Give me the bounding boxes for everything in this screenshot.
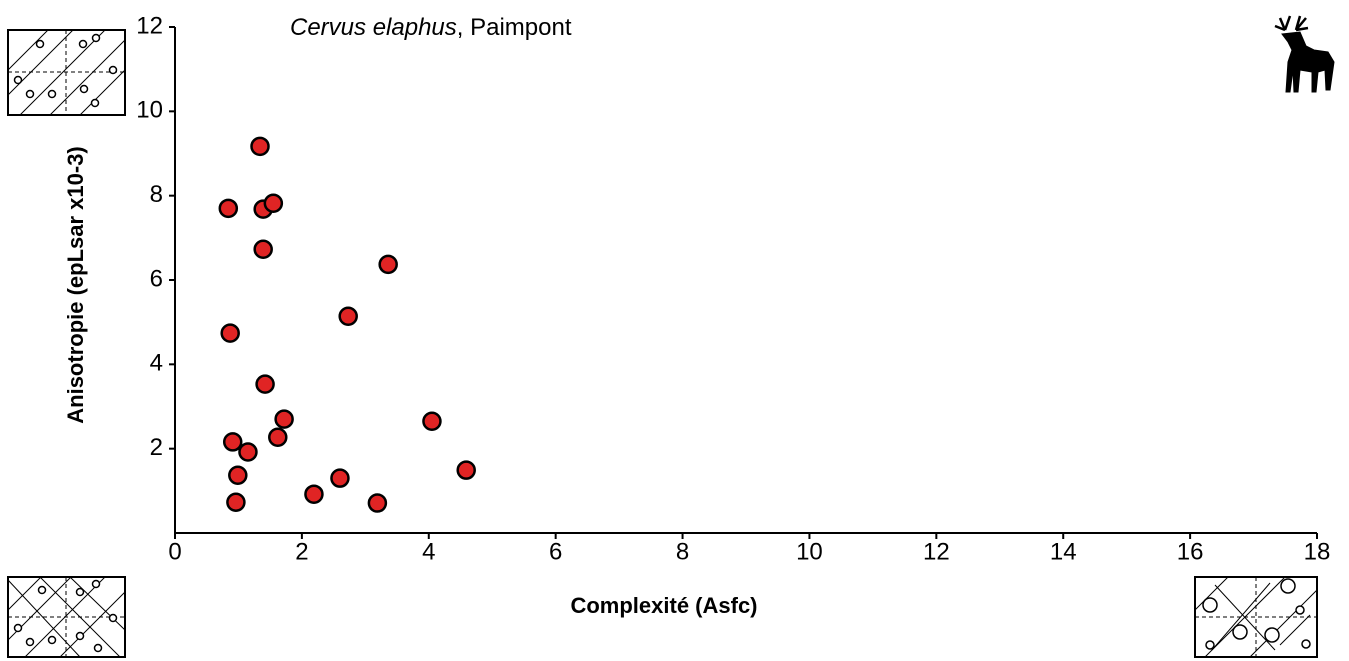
y-tick-label: 6 (150, 265, 163, 292)
chart-title: Cervus elaphus, Paimpont (290, 14, 572, 41)
point (422, 411, 442, 432)
point (226, 492, 246, 512)
x-tick-label: 14 (1050, 538, 1077, 565)
x-tick-label: 12 (923, 538, 950, 565)
title-species: Cervus elaphus (290, 14, 457, 41)
point (220, 323, 240, 343)
point (378, 254, 398, 275)
y-tick-label: 8 (150, 181, 163, 208)
title-place: , Paimpont (457, 14, 572, 41)
point (338, 306, 358, 327)
x-tick-label: 10 (796, 538, 823, 565)
x-tick-label: 16 (1177, 538, 1204, 565)
point (268, 427, 288, 448)
y-tick-label: 4 (150, 350, 163, 377)
deer-icon (1274, 15, 1335, 93)
point (228, 465, 248, 485)
texture-icon (1194, 576, 1318, 658)
y-tick-label: 12 (136, 12, 163, 39)
point (367, 493, 388, 513)
x-axis-label: Complexité (Asfc) (570, 593, 757, 618)
point (330, 468, 350, 488)
x-tick-label: 6 (549, 538, 562, 565)
y-tick-label: 2 (150, 434, 163, 461)
point (304, 484, 324, 504)
point (263, 193, 284, 214)
x-tick-label: 8 (676, 538, 689, 565)
x-tick-label: 2 (295, 538, 308, 565)
point (255, 374, 275, 394)
texture-icon (7, 29, 126, 116)
x-tick-label: 0 (168, 538, 181, 565)
texture-icon (7, 576, 126, 658)
y-tick-label: 10 (136, 97, 163, 124)
x-tick-label: 4 (422, 538, 435, 565)
point (250, 136, 270, 157)
point (456, 460, 476, 480)
point (238, 442, 258, 462)
point (222, 432, 243, 452)
y-axis-label: Anisotropie (epLsar x10-3) (63, 146, 88, 424)
point (274, 409, 294, 429)
x-tick-label: 18 (1304, 538, 1331, 565)
point (253, 239, 273, 259)
point (218, 198, 239, 219)
